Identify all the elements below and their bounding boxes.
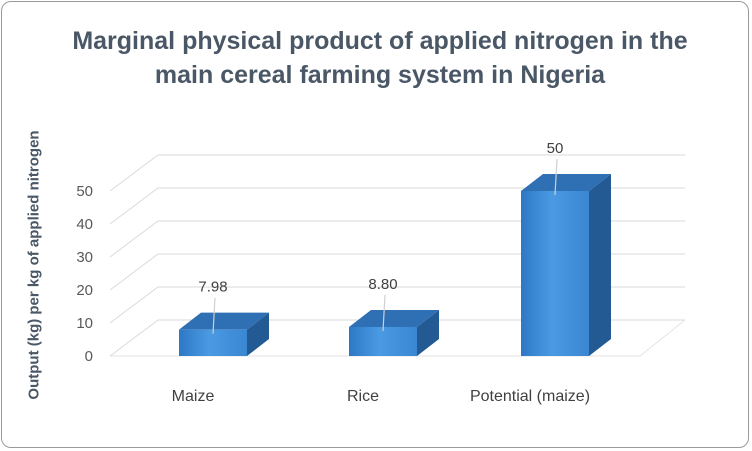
gridline: [109, 319, 685, 357]
data-label-leader: [382, 294, 386, 331]
data-label-leader: [554, 158, 558, 196]
gridline: [109, 220, 685, 258]
category-label: Maize: [172, 388, 215, 405]
data-label: 8.80: [368, 276, 397, 293]
category-layer: Maize Rice Potential (maize): [172, 388, 590, 405]
gridline: [109, 154, 685, 192]
tick-layer: 0 10 20 30 40 50: [76, 183, 93, 365]
data-label-leader: [212, 297, 216, 334]
data-label: 50: [547, 140, 564, 157]
y-tick-label: 40: [76, 216, 93, 233]
bar-layer: 7.98 8.80 50: [179, 140, 611, 356]
gridline: [109, 253, 685, 291]
bar-side: [589, 174, 611, 356]
chart-title: Marginal physical product of applied nit…: [72, 27, 688, 89]
bar-front: [521, 191, 589, 356]
y-tick-label: 20: [76, 282, 93, 299]
bar: [179, 312, 269, 356]
bar-front: [349, 326, 417, 356]
bar-top: [179, 312, 269, 330]
category-label: Rice: [347, 388, 379, 405]
bar: [521, 174, 611, 356]
bar-side: [247, 312, 269, 356]
gridline: [109, 187, 685, 225]
bar-top: [521, 174, 611, 191]
data-label: 7.98: [198, 279, 227, 296]
y-tick-label: 0: [85, 348, 93, 365]
bar-top: [349, 309, 439, 327]
bar-front: [179, 329, 247, 356]
floor-edge: [110, 319, 686, 357]
y-tick-label: 50: [76, 183, 93, 200]
bar: [349, 309, 439, 356]
gridline: [109, 286, 685, 324]
y-tick-label: 30: [76, 249, 93, 266]
bar-side: [417, 309, 439, 356]
y-tick-label: 10: [76, 315, 93, 332]
grid-layer: [109, 154, 686, 357]
category-label: Potential (maize): [470, 388, 590, 405]
